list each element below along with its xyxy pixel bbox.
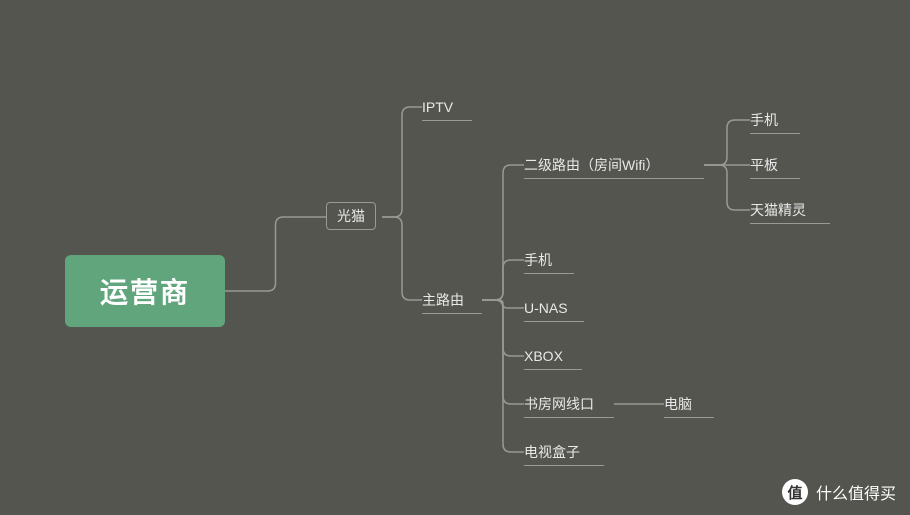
node-label: 平板 xyxy=(750,157,778,173)
node-modem: 光猫 xyxy=(326,202,376,230)
node-underline xyxy=(524,465,604,466)
node-mr_tvbox: 电视盒子 xyxy=(524,445,580,459)
connector xyxy=(382,107,422,217)
node-sr_phone: 手机 xyxy=(750,113,778,127)
node-mr_xbox: XBOX xyxy=(524,349,563,363)
node-mainRouter: 主路由 xyxy=(422,293,464,307)
connector xyxy=(225,217,326,291)
node-label: XBOX xyxy=(524,348,563,364)
connector xyxy=(482,300,524,452)
node-pc: 电脑 xyxy=(664,397,692,411)
node-underline xyxy=(750,133,800,134)
node-sr_tmall: 天猫精灵 xyxy=(750,203,806,217)
root-node: 运营商 xyxy=(65,255,225,327)
node-subRouter: 二级路由（房间Wifi） xyxy=(524,158,659,172)
watermark-badge-icon: 值 xyxy=(782,479,808,505)
node-underline xyxy=(422,313,482,314)
node-underline xyxy=(524,273,574,274)
node-underline xyxy=(750,223,830,224)
connector xyxy=(482,260,524,300)
node-label: 电视盒子 xyxy=(524,444,580,460)
node-label: 光猫 xyxy=(337,208,365,224)
node-label: 手机 xyxy=(750,112,778,128)
connector xyxy=(382,217,422,300)
node-underline xyxy=(664,417,714,418)
node-mr_port: 书房网线口 xyxy=(524,397,594,411)
node-sr_pad: 平板 xyxy=(750,158,778,172)
node-iptv: IPTV xyxy=(422,100,453,114)
watermark-text: 什么值得买 xyxy=(816,480,896,504)
node-label: 手机 xyxy=(524,252,552,268)
node-underline xyxy=(524,321,584,322)
node-mr_unas: U-NAS xyxy=(524,301,568,315)
node-underline xyxy=(422,120,472,121)
node-label: IPTV xyxy=(422,99,453,115)
connector xyxy=(704,120,750,165)
node-label: 主路由 xyxy=(422,292,464,308)
node-underline xyxy=(750,178,800,179)
root-label: 运营商 xyxy=(100,271,190,311)
node-label: 书房网线口 xyxy=(524,396,594,412)
node-label: U-NAS xyxy=(524,300,568,316)
node-label: 天猫精灵 xyxy=(750,202,806,218)
node-underline xyxy=(524,417,614,418)
connector xyxy=(704,165,750,210)
node-underline xyxy=(524,369,582,370)
watermark: 值 什么值得买 xyxy=(782,479,896,505)
node-label: 电脑 xyxy=(664,396,692,412)
node-mr_phone: 手机 xyxy=(524,253,552,267)
node-label: 二级路由（房间Wifi） xyxy=(524,157,659,173)
node-underline xyxy=(524,178,704,179)
